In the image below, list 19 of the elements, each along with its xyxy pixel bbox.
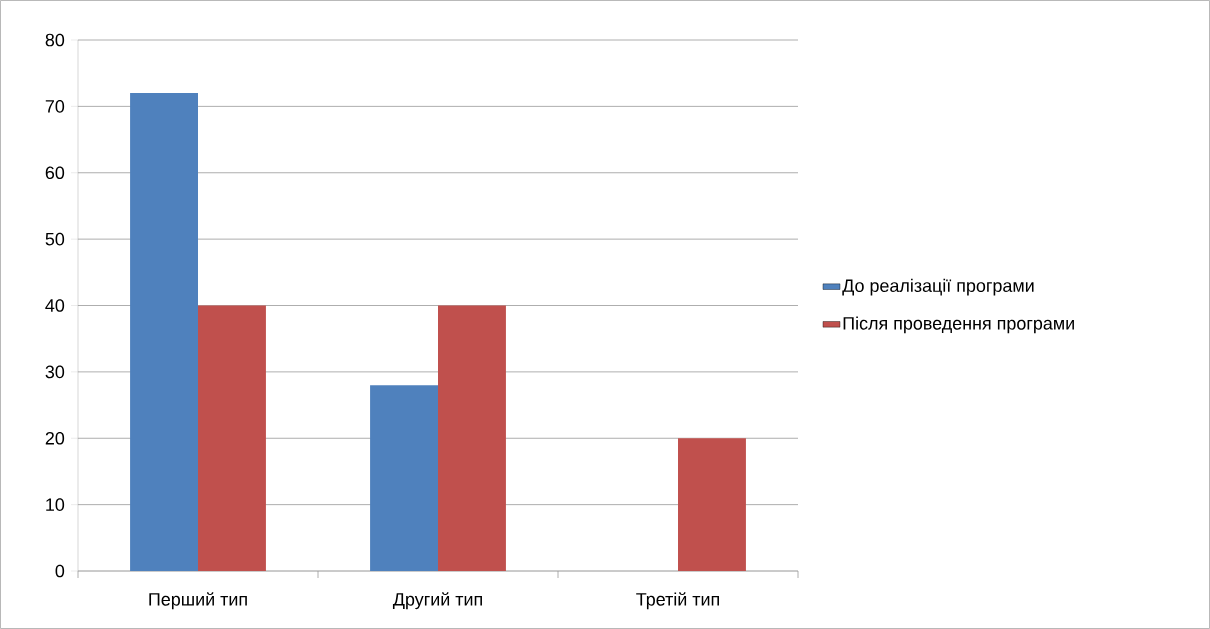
bar [678,438,746,571]
y-tick-label: 40 [45,299,65,312]
legend-label: Після проведення програми [843,316,1074,334]
bar [438,305,506,571]
y-tick-label: 20 [45,431,65,445]
y-tick-label: 50 [45,232,65,246]
y-tick-label: 60 [45,166,65,180]
bar [370,385,438,571]
x-tick-label: Перший тип [149,592,247,610]
bar [130,93,198,571]
y-tick-label: 10 [46,498,65,511]
x-tick-label: Другий тип [392,592,482,610]
y-tick-label: 30 [45,365,65,379]
x-tick-label: Третій тип [636,592,719,610]
y-tick-label: 80 [45,33,65,47]
y-tick-label: 70 [45,100,65,113]
bar [198,305,266,571]
y-tick-label: 0 [55,564,65,578]
legend-label: До реалізації програми [842,278,1034,296]
